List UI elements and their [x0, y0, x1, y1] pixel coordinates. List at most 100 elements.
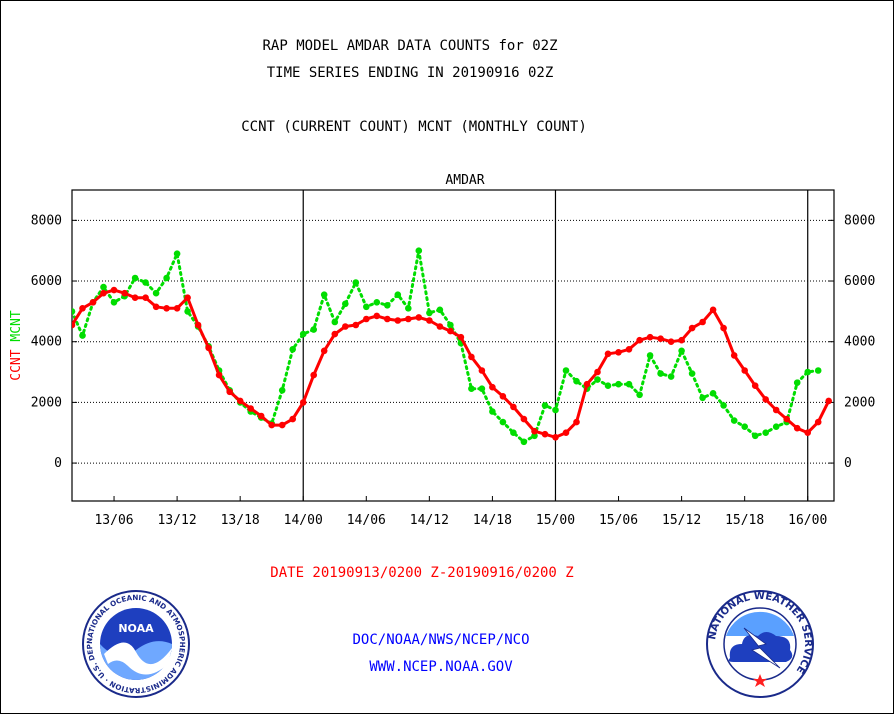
mcnt-point — [331, 318, 339, 326]
y-tick-label-right: 6000 — [844, 274, 875, 289]
mcnt-point — [657, 370, 664, 377]
ccnt-point — [163, 305, 170, 312]
mcnt-point — [667, 373, 675, 380]
ccnt-point — [499, 393, 507, 400]
mcnt-point — [352, 279, 360, 286]
mcnt-point — [636, 391, 643, 399]
ccnt-point — [331, 330, 339, 338]
mcnt-point — [646, 352, 654, 359]
ccnt-point — [426, 317, 433, 324]
ccnt-point — [678, 336, 685, 344]
mcnt-point — [373, 299, 381, 306]
ccnt-point — [541, 430, 549, 438]
x-tick-label: 14/12 — [410, 513, 449, 528]
ccnt-point — [772, 406, 780, 414]
ccnt-series — [0, 286, 832, 441]
mcnt-point — [131, 274, 139, 282]
mcnt-point — [72, 308, 76, 315]
ccnt-point — [625, 346, 633, 353]
ccnt-point — [468, 353, 475, 361]
mcnt-point — [110, 299, 118, 306]
ccnt-point — [667, 338, 675, 346]
mcnt-point — [310, 326, 318, 333]
mcnt-point — [594, 376, 601, 383]
ccnt-point — [320, 347, 328, 355]
mcnt-point — [751, 432, 759, 440]
x-tick-label: 13/18 — [221, 513, 260, 528]
mcnt-point — [436, 306, 444, 314]
mcnt-point — [678, 347, 685, 355]
mcnt-point — [741, 423, 748, 431]
ccnt-point — [531, 427, 538, 435]
ccnt-point — [730, 352, 738, 359]
mcnt-point — [468, 385, 475, 393]
url-line: WWW.NCEP.NOAA.GOV — [369, 659, 513, 675]
mcnt-point — [100, 283, 107, 291]
ccnt-point — [447, 327, 454, 335]
ccnt-point — [205, 344, 212, 352]
ccnt-point — [299, 399, 307, 406]
ccnt-point — [0, 364, 3, 371]
ccnt-point — [489, 383, 496, 391]
ccnt-point — [0, 319, 3, 326]
ccnt-point — [478, 367, 486, 374]
ccnt-point — [657, 335, 664, 343]
mcnt-point — [804, 368, 811, 376]
ccnt-point — [268, 421, 276, 429]
noaa-logo-text: NOAA — [118, 622, 154, 635]
ccnt-point — [278, 421, 286, 429]
ccnt-point — [131, 294, 139, 302]
ccnt-point — [89, 299, 97, 306]
mcnt-point — [699, 394, 706, 402]
mcnt-point — [814, 367, 822, 374]
ccnt-point — [520, 415, 528, 423]
ccnt-point — [793, 424, 801, 432]
ccnt-point — [510, 403, 517, 411]
mcnt-point — [152, 289, 160, 297]
chart-subtitle: CCNT (CURRENT COUNT) MCNT (MONTHLY COUNT… — [241, 119, 587, 135]
chart-title-line-2: TIME SERIES ENDING IN 20190916 02Z — [266, 65, 554, 81]
ccnt-point — [741, 367, 748, 374]
ccnt-point — [751, 382, 759, 390]
ccnt-point — [215, 371, 223, 379]
mcnt-point — [531, 432, 538, 440]
y-tick-label-left: 4000 — [31, 335, 62, 350]
mcnt-point — [173, 250, 181, 257]
x-tick-label: 14/00 — [284, 513, 323, 528]
ccnt-point — [825, 397, 832, 405]
mcnt-point — [562, 367, 570, 374]
mcnt-point — [762, 429, 769, 437]
y-tick-label-right: 2000 — [844, 395, 875, 410]
mcnt-point — [604, 382, 612, 390]
mcnt-point — [394, 291, 402, 299]
ccnt-point — [72, 321, 76, 329]
ccnt-point — [457, 333, 465, 341]
ccnt-point — [173, 305, 181, 312]
ccnt-point — [720, 324, 727, 332]
mcnt-point — [720, 402, 727, 409]
plot-frame — [71, 189, 835, 502]
x-tick-label: 14/06 — [347, 513, 386, 528]
x-tick-label: 15/12 — [662, 513, 701, 528]
mcnt-point — [142, 279, 149, 286]
nws-star-icon — [753, 674, 767, 687]
ccnt-point — [688, 324, 696, 332]
mcnt-point — [688, 370, 696, 377]
mcnt-point — [793, 379, 801, 387]
ccnt-point — [762, 396, 769, 403]
mcnt-point — [709, 390, 717, 397]
mcnt-point — [520, 438, 528, 446]
mcnt-point — [730, 417, 738, 424]
mcnt-point — [426, 309, 433, 317]
ccnt-point — [594, 368, 601, 376]
mcnt-point — [415, 247, 423, 254]
mcnt-point — [510, 429, 517, 437]
ccnt-point — [804, 429, 811, 437]
ccnt-point — [79, 305, 86, 312]
chart-title-line-1: RAP MODEL AMDAR DATA COUNTS for 02Z — [262, 38, 558, 54]
ccnt-point — [100, 289, 107, 297]
ccnt-point — [583, 380, 591, 388]
mcnt-point — [299, 330, 307, 338]
ccnt-point — [257, 412, 265, 420]
